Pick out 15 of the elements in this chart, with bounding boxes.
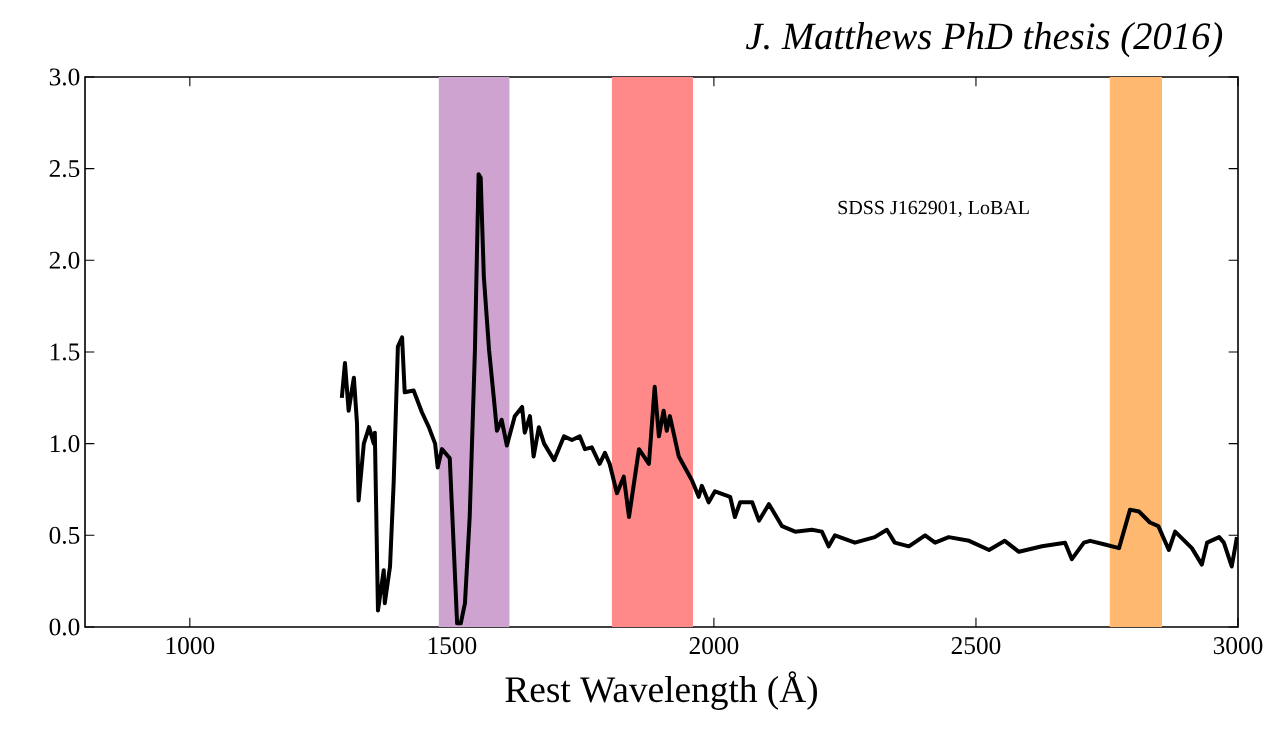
y-tick-label: 2.0 <box>49 251 80 269</box>
y-tick-label: 1.5 <box>50 343 80 361</box>
y-tick-label: 1.0 <box>50 435 80 453</box>
chart-title: J. Matthews PhD thesis (2016) <box>745 22 1223 58</box>
x-axis-title: Rest Wavelength (Å) <box>505 671 817 710</box>
x-tick-label: 1500 <box>428 637 477 655</box>
y-tick-label: 3.0 <box>49 68 80 86</box>
x-tick-label: 2000 <box>689 637 739 655</box>
x-tick-label: 2500 <box>951 637 1001 655</box>
x-tick-label: 3000 <box>1213 637 1263 655</box>
y-tick-label: 0.5 <box>49 526 80 544</box>
x-tick-label: 1000 <box>166 637 215 655</box>
annotation: SDSS J162901, LoBAL <box>838 200 1029 218</box>
y-tick-label: 0.0 <box>49 618 80 636</box>
y-tick-label: 2.5 <box>49 160 80 178</box>
